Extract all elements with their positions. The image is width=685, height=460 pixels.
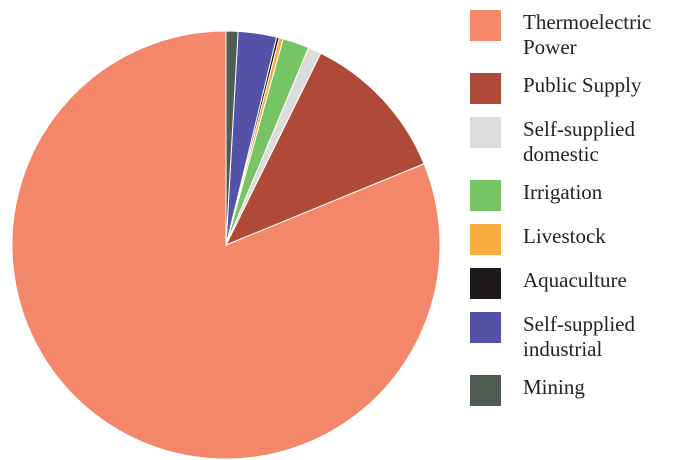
legend-swatch (470, 312, 501, 343)
legend-item: Livestock (470, 224, 673, 255)
legend-label: Self-supplied industrial (523, 312, 635, 361)
legend-swatch (470, 375, 501, 406)
legend-label: Public Supply (523, 73, 642, 97)
legend-item: Aquaculture (470, 268, 673, 299)
pie-slice (11, 30, 441, 460)
legend-label: Livestock (523, 224, 606, 248)
legend-swatch (470, 180, 501, 211)
legend-item: Thermoelectric Power (470, 10, 673, 60)
chart (11, 30, 441, 460)
legend-swatch (470, 10, 501, 41)
legend-label: Mining (523, 375, 585, 399)
legend-label: Self-supplied domestic (523, 117, 635, 166)
legend-swatch (470, 117, 501, 148)
legend-swatch (470, 268, 501, 299)
pie-slice (225, 30, 239, 246)
legend-label: Thermoelectric Power (523, 10, 652, 59)
legend-label: Aquaculture (523, 268, 627, 292)
legend: Thermoelectric Power Public Supply Self-su… (470, 10, 673, 406)
legend-swatch (470, 224, 501, 255)
legend-item: Self-supplied industrial (470, 312, 673, 362)
legend-item: Self-supplied domestic (470, 117, 673, 167)
pie-slice (224, 52, 425, 246)
legend-item: Public Supply (470, 73, 673, 104)
legend-label: Irrigation (523, 180, 603, 204)
legend-item: Irrigation (470, 180, 673, 211)
legend-swatch (470, 73, 501, 104)
legend-item: Mining (470, 375, 673, 406)
